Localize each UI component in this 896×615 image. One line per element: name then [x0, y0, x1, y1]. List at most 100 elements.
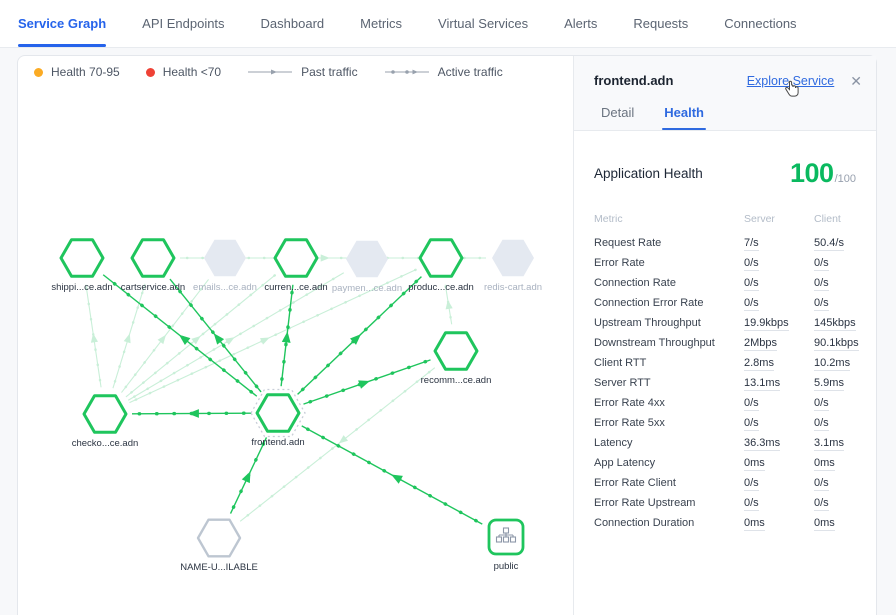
metric-client-value[interactable]: 0/s [814, 497, 829, 511]
graph-edge-frontend-cartservice [168, 277, 263, 394]
nav-tab-metrics[interactable]: Metrics [360, 16, 403, 31]
legend-health-lt70: Health <70 [145, 65, 221, 79]
metric-server-value[interactable]: 0/s [744, 497, 759, 511]
metric-row-server-rtt: Server RTT 13.1ms 5.9ms [594, 377, 856, 397]
metric-row-request-rate: Request Rate 7/s 50.4/s [594, 237, 856, 257]
metric-server-value[interactable]: 0/s [744, 277, 759, 291]
graph-node-product[interactable]: produc...ce.adn [408, 238, 474, 293]
metric-label: Connection Duration [594, 517, 695, 529]
graph-node-label: public [494, 561, 519, 572]
graph-node-recommendation[interactable]: recomm...ce.adn [421, 331, 492, 386]
graph-node-shipping[interactable]: shippi...ce.adn [51, 238, 113, 293]
metric-row-error-rate-5xx: Error Rate 5xx 0/s 0/s [594, 417, 856, 437]
metric-server-value[interactable]: 2.8ms [744, 357, 774, 371]
metric-row-connection-error-rate: Connection Error Rate 0/s 0/s [594, 297, 856, 317]
metric-label: Error Rate [594, 257, 645, 269]
panel-tab-health[interactable]: Health [662, 105, 706, 130]
graph-node-checkout[interactable]: checko...ce.adn [72, 394, 139, 449]
metric-server-value[interactable]: 0/s [744, 257, 759, 271]
nav-tab-virtual-services[interactable]: Virtual Services [438, 16, 529, 31]
graph-node-label: curren...ce.adn [264, 282, 327, 293]
sitemap-icon [495, 527, 517, 543]
legend-label: Past traffic [301, 65, 358, 79]
column-header-metric: Metric [594, 213, 623, 225]
metric-label: Error Rate 4xx [594, 397, 665, 409]
metric-server-value[interactable]: 0ms [744, 517, 765, 531]
metric-server-value[interactable]: 19.9kbps [744, 317, 789, 331]
metric-row-connection-duration: Connection Duration 0ms 0ms [594, 517, 856, 537]
nav-tab-alerts[interactable]: Alerts [564, 16, 598, 31]
graph-node-cartservice[interactable]: cartservice.adn [121, 238, 185, 293]
metric-server-value[interactable]: 0ms [744, 457, 765, 471]
graph-node-emailservice[interactable]: emails...ce.adn [193, 239, 257, 293]
graph-node-redis-cart[interactable]: redis-cart.adn [484, 239, 542, 293]
column-header-server: Server [744, 213, 775, 225]
panel-tab-detail[interactable]: Detail [601, 105, 635, 120]
graph-node-payment[interactable]: paymen...ce.adn [332, 240, 402, 294]
legend-active-traffic: Active traffic [384, 65, 503, 79]
graph-edge-frontend-currency [279, 283, 295, 388]
panel-header: frontend.adn Explore Service ✕ Detail Hea… [574, 56, 876, 131]
graph-node-frontend[interactable]: frontend.adn [250, 388, 306, 449]
explore-service-link[interactable]: Explore Service [746, 73, 835, 88]
metric-row-client-rtt: Client RTT 2.8ms 10.2ms [594, 357, 856, 377]
nav-tab-connections[interactable]: Connections [724, 16, 797, 31]
graph-node-label: paymen...ce.adn [332, 283, 402, 294]
graph-node-label: checko...ce.adn [72, 438, 139, 449]
mouse-hand-cursor-icon [785, 80, 799, 97]
metric-server-value[interactable]: 2Mbps [744, 337, 778, 351]
graph-node-label: shippi...ce.adn [51, 282, 112, 293]
metric-client-value[interactable]: 10.2ms [814, 357, 851, 371]
metric-server-value[interactable]: 0/s [744, 477, 759, 491]
orange-dot-icon [34, 67, 43, 77]
nav-tab-api-endpoints[interactable]: API Endpoints [142, 16, 225, 31]
metric-server-value[interactable]: 36.3ms [744, 437, 781, 451]
legend-label: Active traffic [437, 65, 503, 79]
graph-edge-name-unavailable-frontend [228, 435, 269, 516]
graph-node-public[interactable]: public [487, 518, 525, 572]
metric-client-value[interactable]: 50.4/s [814, 237, 844, 251]
nav-tab-requests[interactable]: Requests [633, 16, 689, 31]
graph-edge-checkout-shipping [84, 283, 103, 389]
graph-edge-checkout-product [128, 268, 418, 404]
metric-server-value[interactable]: 0/s [744, 397, 759, 411]
metric-label: App Latency [594, 457, 656, 469]
graph-node-label: frontend.adn [251, 437, 304, 448]
nav-tab-dashboard[interactable]: Dashboard [260, 16, 325, 31]
graph-edge-public-frontend [300, 424, 484, 526]
graph-node-label: NAME-U...ILABLE [180, 562, 258, 573]
metric-row-error-rate-client: Error Rate Client 0/s 0/s [594, 477, 856, 497]
main-card: Health 70-95 Health <70 Past traffic [17, 55, 877, 615]
metric-client-value[interactable]: 90.1kbps [814, 337, 859, 351]
metric-row-app-latency: App Latency 0ms 0ms [594, 457, 856, 477]
metrics-table: Metric Server Client Request Rate 7/s 50.4/s E… [594, 213, 859, 537]
metric-client-value[interactable]: 0/s [814, 417, 829, 431]
metric-client-value[interactable]: 0/s [814, 257, 829, 271]
metric-client-value[interactable]: 0ms [814, 457, 835, 471]
service-graph-pane: Health 70-95 Health <70 Past traffic [18, 56, 573, 615]
graph-edge-frontend-checkout [130, 409, 253, 418]
legend-past-traffic: Past traffic [247, 65, 358, 79]
metric-row-upstream-throughput: Upstream Throughput 19.9kbps 145kbps [594, 317, 856, 337]
metric-client-value[interactable]: 0/s [814, 477, 829, 491]
metric-server-value[interactable]: 13.1ms [744, 377, 781, 391]
close-icon[interactable]: ✕ [850, 72, 862, 89]
metric-server-value[interactable]: 0/s [744, 417, 759, 431]
metric-client-value[interactable]: 5.9ms [814, 377, 844, 391]
graph-node-name-unavailable[interactable]: NAME-U...ILABLE [180, 518, 258, 573]
graph-node-label: redis-cart.adn [484, 282, 542, 293]
metric-row-error-rate-upstream: Error Rate Upstream 0/s 0/s [594, 497, 856, 517]
metric-server-value[interactable]: 7/s [744, 237, 759, 251]
graph-node-currency[interactable]: curren...ce.adn [264, 238, 328, 293]
metric-client-value[interactable]: 0/s [814, 277, 829, 291]
metric-server-value[interactable]: 0/s [744, 297, 759, 311]
service-graph-canvas[interactable]: shippi...ce.adn cartservice.adn emails...c… [18, 56, 573, 614]
graph-edge-frontend-product [295, 274, 424, 397]
metric-client-value[interactable]: 3.1ms [814, 437, 844, 451]
metric-client-value[interactable]: 0ms [814, 517, 835, 531]
metric-client-value[interactable]: 0/s [814, 397, 829, 411]
nav-tab-service-graph[interactable]: Service Graph [18, 0, 107, 47]
metric-client-value[interactable]: 145kbps [814, 317, 856, 331]
legend-health-70-95: Health 70-95 [34, 65, 120, 79]
metric-client-value[interactable]: 0/s [814, 297, 829, 311]
